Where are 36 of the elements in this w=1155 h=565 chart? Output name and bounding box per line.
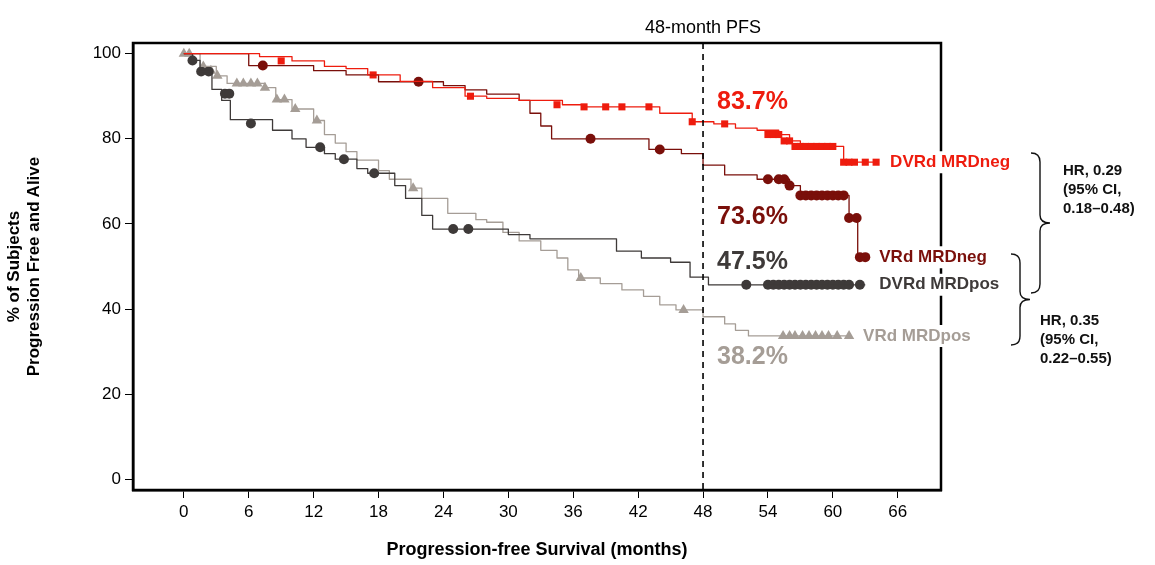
x-tick-label: 30 [498,501,518,521]
annotation: 38.2% [717,340,788,369]
y-tick-label: 80 [102,128,121,148]
series-label: VRd MRDpos [863,325,971,345]
x-tick-label: 12 [304,501,324,521]
x-tick-label: 18 [369,501,388,521]
x-tick-label: 6 [244,501,254,521]
point [245,118,256,129]
x-tick-label: 36 [563,501,583,521]
series-label: DVRd MRDpos [879,274,1000,294]
x-tick-label: 54 [758,501,778,521]
x-tick-label: 48 [693,501,713,521]
y-tick-label: 0 [111,469,121,489]
series-label: DVRd MRDneg [890,151,1011,171]
x-tick-label: 24 [433,501,453,521]
series-label: VRd MRDneg [879,246,987,266]
x-tick-label: 60 [823,501,843,521]
x-tick-label: 0 [179,501,189,521]
point [279,93,290,103]
text: HR, 0.29 (95% CI, 0.18–0.48) [1063,160,1135,217]
y-tick-label: 40 [102,298,121,318]
point [872,158,880,166]
x-tick-label: 66 [888,501,908,521]
y-axis-title: % of Subjects Progression Free and Alive [3,156,44,377]
x-axis-title: Progression-free Survival (months) [386,539,688,560]
point [553,101,561,109]
annotation: 73.6% [717,201,788,230]
point [277,57,285,65]
annotation: 83.7% [717,85,788,114]
annotation: 47.5% [717,246,788,275]
y-tick-label: 100 [92,43,121,63]
ref-line-label: 48-month PFS [645,16,762,37]
y-tick-label: 60 [102,213,121,233]
y-tick-label: 20 [102,383,121,403]
text: HR, 0.35 (95% CI, 0.22–0.55) [1040,310,1112,367]
x-tick-label: 42 [628,501,648,521]
